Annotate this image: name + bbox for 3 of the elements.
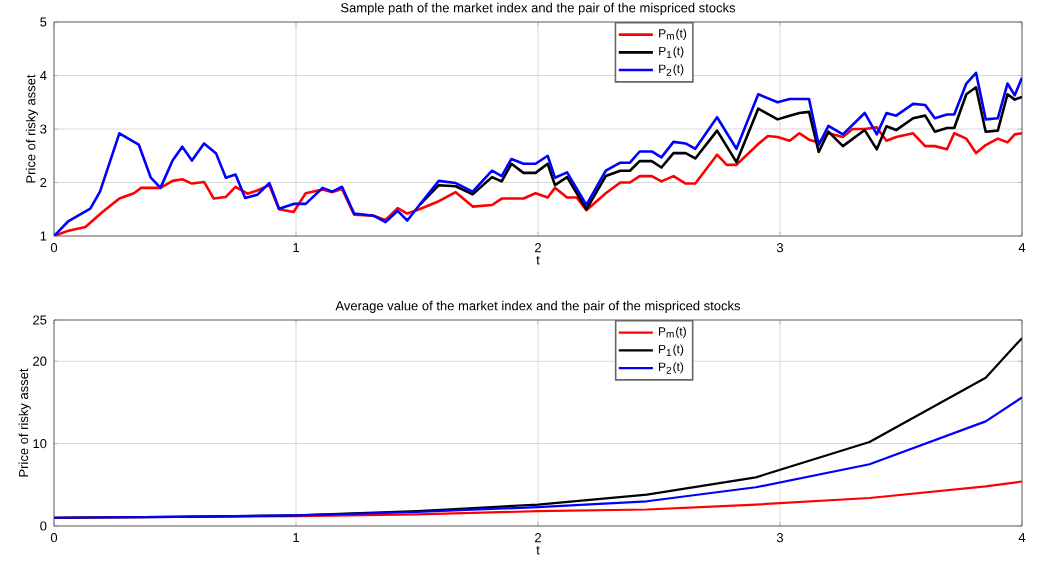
line-series [418,85,1022,211]
line-series [54,126,1022,236]
line-series [54,396,1022,519]
